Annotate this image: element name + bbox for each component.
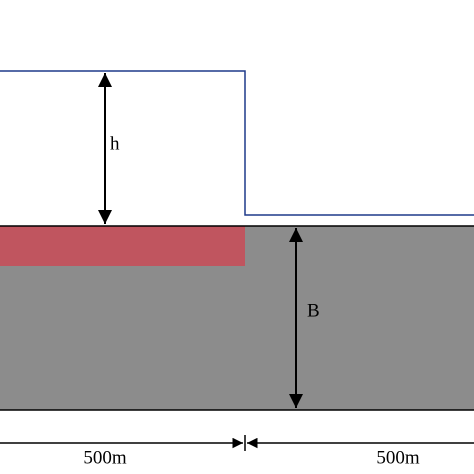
- red-layer: [0, 226, 245, 266]
- depth-label: B: [307, 300, 320, 321]
- height-label: h: [110, 133, 120, 154]
- left-width-label: 500m: [83, 447, 127, 468]
- right-width-label: 500m: [376, 447, 420, 468]
- water-surface: [0, 70, 474, 216]
